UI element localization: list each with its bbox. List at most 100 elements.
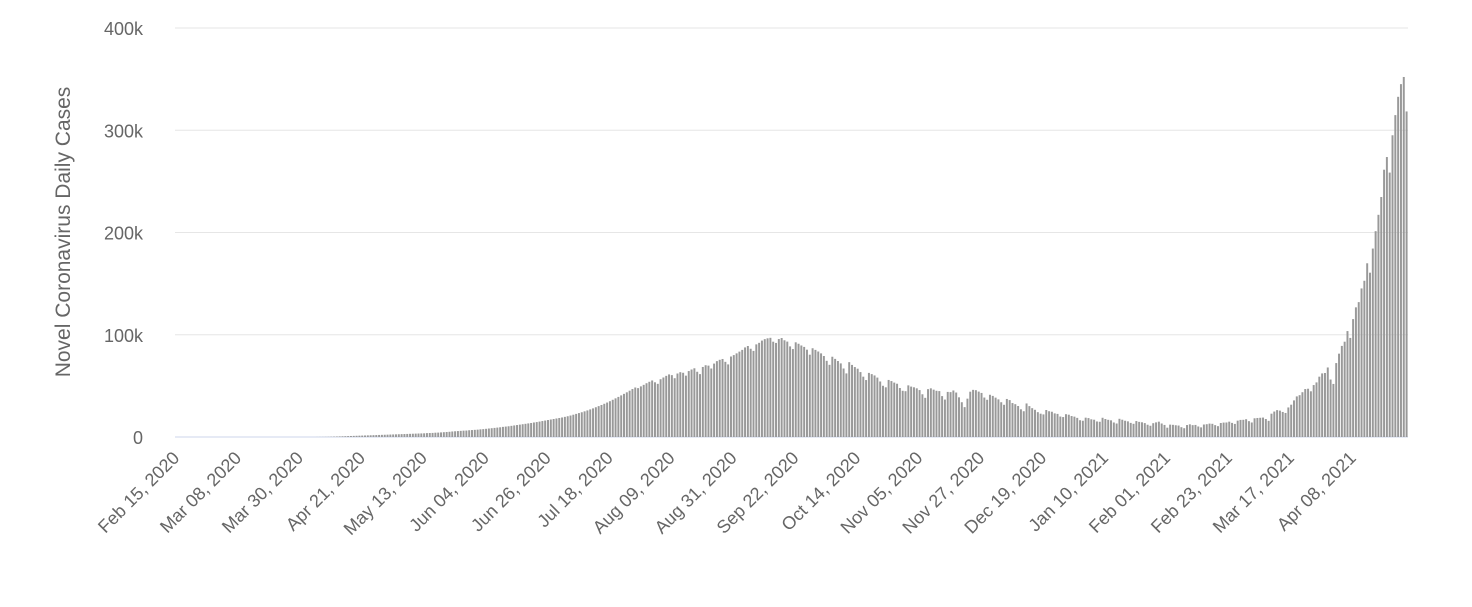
bar <box>536 422 538 437</box>
bar <box>1133 424 1135 437</box>
bar <box>829 365 831 437</box>
bar <box>854 367 856 437</box>
bar <box>640 386 642 437</box>
bar <box>623 394 625 437</box>
bar <box>432 433 434 437</box>
bar <box>840 363 842 437</box>
bar <box>1223 423 1225 437</box>
bar <box>978 392 980 437</box>
bar <box>688 371 690 437</box>
bar <box>1285 413 1287 437</box>
bar <box>1344 342 1346 437</box>
bar <box>1017 406 1019 437</box>
bar <box>502 427 504 437</box>
bar <box>896 384 898 437</box>
bar <box>1065 414 1067 437</box>
bar <box>941 396 943 437</box>
bar <box>451 431 453 437</box>
bar <box>415 434 417 437</box>
bar <box>1009 400 1011 437</box>
bar <box>1273 412 1275 437</box>
bar <box>1144 423 1146 437</box>
bar <box>634 388 636 437</box>
bar <box>440 432 442 437</box>
bar <box>1209 424 1211 437</box>
bar <box>767 338 769 437</box>
bar <box>702 367 704 437</box>
bar <box>1268 421 1270 437</box>
bar <box>851 365 853 437</box>
bar <box>981 393 983 437</box>
bar <box>606 403 608 437</box>
bar <box>474 430 476 437</box>
bar <box>890 381 892 437</box>
bar <box>426 433 428 437</box>
bar <box>722 359 724 437</box>
bar <box>1003 405 1005 437</box>
bar <box>570 416 572 437</box>
bar <box>798 344 800 437</box>
bar <box>550 420 552 437</box>
bar <box>643 385 645 437</box>
bar <box>705 365 707 437</box>
bar <box>372 435 374 437</box>
bar <box>631 389 633 437</box>
bar <box>961 402 963 437</box>
bar <box>1392 135 1394 437</box>
bar <box>800 345 802 437</box>
bar <box>823 356 825 437</box>
bar <box>1327 367 1329 437</box>
bar <box>1296 396 1298 437</box>
bar <box>1310 391 1312 437</box>
bar <box>1104 419 1106 437</box>
bar <box>1254 418 1256 437</box>
bar <box>384 435 386 437</box>
bar <box>612 400 614 437</box>
bar <box>1259 418 1261 437</box>
bar <box>600 405 602 437</box>
bar <box>564 417 566 437</box>
bar <box>786 342 788 437</box>
y-tick-label: 0 <box>133 428 143 448</box>
bar <box>336 436 338 437</box>
bar <box>637 388 639 437</box>
bar <box>615 398 617 437</box>
bar <box>1057 414 1059 437</box>
bar <box>1124 421 1126 437</box>
bar <box>927 389 929 437</box>
bar <box>1116 424 1118 437</box>
bar <box>916 388 918 437</box>
bar <box>719 360 721 437</box>
bar <box>845 373 847 437</box>
bar <box>885 387 887 437</box>
bar <box>730 357 732 437</box>
bar <box>496 428 498 437</box>
bar <box>1282 412 1284 437</box>
bar <box>1189 424 1191 437</box>
bar <box>1110 420 1112 437</box>
bar <box>423 433 425 437</box>
bar <box>1088 418 1090 437</box>
bar <box>1000 402 1002 437</box>
bar <box>581 412 583 437</box>
bar <box>921 394 923 437</box>
bar <box>1301 392 1303 437</box>
bar <box>758 343 760 437</box>
bar <box>1194 425 1196 437</box>
bar <box>420 433 422 437</box>
bar <box>429 433 431 437</box>
bar <box>578 413 580 437</box>
bar <box>674 378 676 437</box>
bar <box>1256 418 1258 437</box>
bar <box>986 400 988 437</box>
bar <box>1358 302 1360 437</box>
bar <box>513 425 515 437</box>
bar <box>626 392 628 437</box>
bar <box>899 388 901 437</box>
bar <box>1383 170 1385 437</box>
bar <box>1054 413 1056 437</box>
bar <box>1158 422 1160 437</box>
bar <box>938 391 940 437</box>
bar <box>524 424 526 437</box>
bar <box>361 436 363 437</box>
